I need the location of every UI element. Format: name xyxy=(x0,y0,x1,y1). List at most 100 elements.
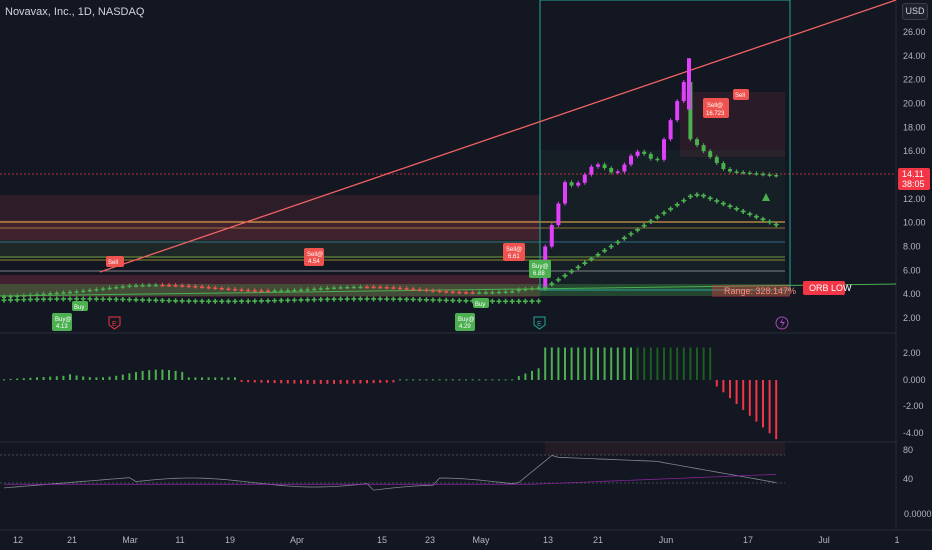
signal-sell-5[interactable]: Sell xyxy=(733,89,749,100)
candle-body xyxy=(708,151,713,158)
earnings-icon[interactable]: E xyxy=(108,316,121,330)
supertrend-cross xyxy=(100,296,106,302)
macd-bar xyxy=(616,347,619,380)
time-tick-label: May xyxy=(472,535,490,545)
supertrend-cross xyxy=(747,211,753,217)
candle-body xyxy=(622,164,627,172)
candle-body xyxy=(312,288,317,291)
macd-bar xyxy=(207,377,210,380)
signal-buy-1[interactable]: Buy@ 4.13 xyxy=(52,313,72,331)
macd-bar xyxy=(709,347,712,380)
time-tick-label: 21 xyxy=(593,535,603,545)
supertrend-cross xyxy=(430,297,436,303)
candle-body xyxy=(266,290,270,293)
supertrend-cross xyxy=(522,298,528,304)
candle-body xyxy=(662,139,666,160)
signal-text: Sell xyxy=(735,93,745,99)
supertrend-cross xyxy=(536,298,542,304)
trend-line[interactable] xyxy=(99,0,897,273)
supertrend-cross xyxy=(397,296,403,302)
macd-bar xyxy=(623,347,626,380)
current-price: 14.11 xyxy=(902,169,924,179)
signal-buy-small-1[interactable]: Buy xyxy=(72,301,88,311)
candle-body xyxy=(596,164,600,167)
supertrend-cross xyxy=(555,277,561,283)
price-tick-label: 18.00 xyxy=(903,122,926,132)
range-label: Range: 328.147% xyxy=(724,286,796,296)
signal-sell-1[interactable]: Sell@ 4.54 xyxy=(304,248,324,266)
macd-bar xyxy=(9,378,12,380)
candle-body xyxy=(153,284,158,287)
candle-body xyxy=(754,173,759,175)
supertrend-cross xyxy=(404,296,410,302)
supertrend-cross xyxy=(489,298,495,304)
macd-axis[interactable]: 2.00 0.000 -2.00 -4.00 xyxy=(903,348,926,438)
signal-text: Sell xyxy=(108,260,118,266)
candle-body xyxy=(576,182,581,186)
macd-bar xyxy=(227,377,230,380)
macd-bar xyxy=(339,380,342,384)
currency-button[interactable]: USD xyxy=(902,3,928,20)
supertrend-cross xyxy=(588,256,594,262)
candle-body xyxy=(160,284,165,287)
signal-buy-3[interactable]: Buy@ 6.88 xyxy=(529,260,551,278)
time-axis[interactable]: 12 21 Mar 11 19 Apr 15 23 May 13 21 Jun 17 Jul 1 xyxy=(13,535,900,545)
macd-bar xyxy=(319,380,322,384)
macd-bar xyxy=(88,377,91,380)
signal-sell-3[interactable]: Sell@ 16.723 xyxy=(703,98,729,118)
supertrend-cross xyxy=(496,298,502,304)
supertrend-cross xyxy=(140,297,146,303)
price-tick-label: 4.00 xyxy=(903,289,921,299)
signal-sell-2[interactable]: Sell@ 6.61 xyxy=(503,243,525,261)
signal-buy-2[interactable]: Buy@ 4.29 xyxy=(455,313,475,331)
macd-bar xyxy=(597,347,599,380)
supertrend-cross xyxy=(344,296,350,302)
candle-body xyxy=(589,166,594,175)
candle-body xyxy=(219,288,224,290)
candle-body xyxy=(398,287,402,290)
candle-body xyxy=(15,295,20,298)
supertrend-cross xyxy=(608,244,614,249)
signal-text: Buy@ xyxy=(458,317,474,323)
supertrend-cross xyxy=(357,296,363,302)
candle-body xyxy=(120,286,125,288)
supertrend-crosses xyxy=(1,192,779,304)
candle-body xyxy=(8,296,13,298)
macd-bar xyxy=(326,380,329,384)
candle-body xyxy=(648,153,653,159)
supertrend-cross xyxy=(694,192,700,198)
macd-bar xyxy=(121,374,124,380)
macd-bar xyxy=(280,380,283,384)
candle-body xyxy=(325,287,330,290)
signal-buy-small-2[interactable]: Buy xyxy=(473,298,489,308)
rsi-axis[interactable]: 80 40 xyxy=(903,445,913,484)
macd-bar xyxy=(649,347,652,380)
supertrend-cross xyxy=(80,296,86,302)
supertrend-cross xyxy=(206,298,212,304)
signal-sell-4[interactable]: Sell xyxy=(106,256,124,267)
supertrend-cross xyxy=(641,223,647,229)
candle-body xyxy=(292,289,297,292)
candle-body xyxy=(54,292,59,295)
supertrend-cross xyxy=(60,296,66,302)
supertrend-cross xyxy=(324,296,330,302)
supertrend-cross xyxy=(199,298,205,304)
supertrend-cross xyxy=(740,208,746,214)
supertrend-cross xyxy=(720,201,726,207)
bar-countdown: 38:05 xyxy=(902,179,925,189)
earnings-icon[interactable]: E xyxy=(533,316,546,330)
orb-low-tag[interactable]: ORB LOW xyxy=(803,281,852,295)
macd-bar xyxy=(168,370,170,380)
macd-bar xyxy=(313,380,316,384)
macd-bar xyxy=(16,378,19,380)
candle-body xyxy=(695,139,699,146)
lightning-icon[interactable] xyxy=(775,316,789,330)
candle-body xyxy=(351,286,356,289)
up-triangle-marker xyxy=(762,193,770,201)
macd-bar xyxy=(240,380,243,382)
macd-bar xyxy=(432,379,434,381)
macd-bar xyxy=(49,376,52,380)
current-price-badge[interactable]: 14.11 38:05 xyxy=(898,168,930,190)
supertrend-cross xyxy=(225,298,231,304)
